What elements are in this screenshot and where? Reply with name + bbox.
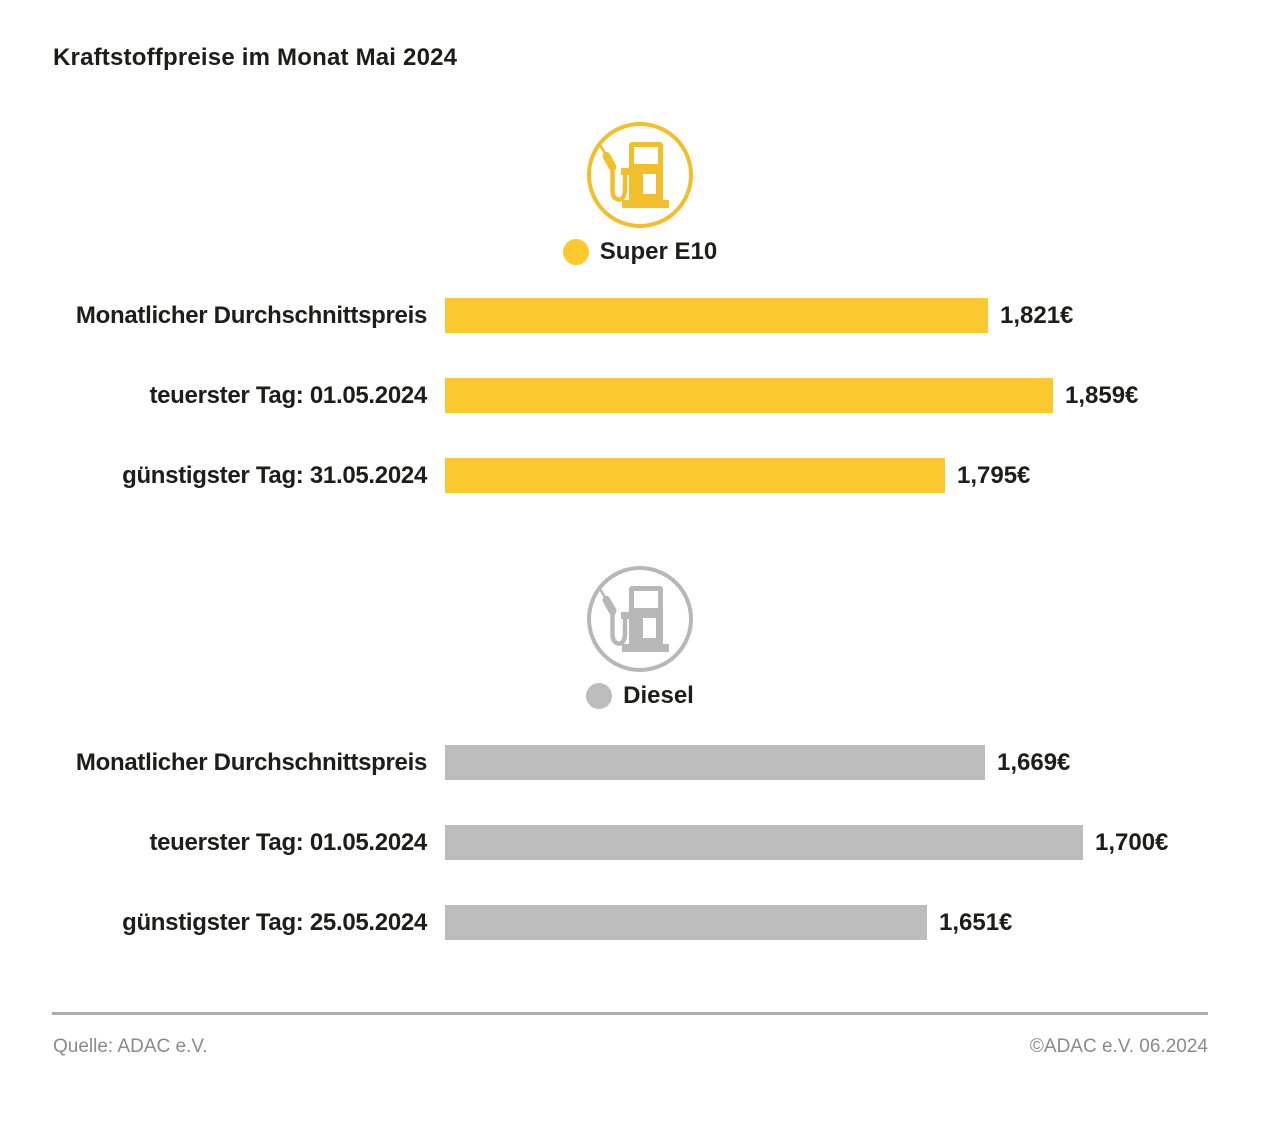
bar-row-super-min: günstigster Tag: 31.05.2024 1,795€ [0, 458, 1280, 493]
legend-dot-icon [586, 682, 613, 709]
bar-label: Monatlicher Durchschnittspreis [75, 301, 427, 329]
diesel-icon-wrap [0, 564, 1280, 674]
bar-row-diesel-average: Monatlicher Durchschnittspreis 1,669€ [0, 745, 1280, 780]
legend-dot-icon [562, 238, 589, 265]
fuel-pump-icon [587, 122, 693, 228]
bar-row-diesel-max: teuerster Tag: 01.05.2024 1,700€ [0, 825, 1280, 860]
bar-super-min [445, 458, 945, 493]
source-text: Quelle: ADAC e.V. [53, 1036, 208, 1057]
bar-label: teuerster Tag: 01.05.2024 [149, 828, 427, 856]
fuel-pump-icon [587, 566, 693, 672]
bar-label: Monatlicher Durchschnittspreis [75, 748, 427, 776]
bar-value: 1,821€ [1000, 301, 1074, 329]
bar-diesel-average [445, 745, 985, 780]
bar-value: 1,669€ [997, 748, 1071, 776]
bar-label: günstigster Tag: 25.05.2024 [122, 908, 427, 936]
bar-label: günstigster Tag: 31.05.2024 [122, 461, 427, 489]
bar-super-max [445, 378, 1053, 413]
legend-super-e10: Super E10 [0, 238, 1280, 265]
bar-value: 1,795€ [957, 461, 1031, 489]
bar-super-average [445, 298, 988, 333]
super-e10-icon-wrap [0, 120, 1280, 230]
bar-value: 1,859€ [1065, 381, 1139, 409]
bar-row-diesel-min: günstigster Tag: 25.05.2024 1,651€ [0, 905, 1280, 940]
page-title: Kraftstoffpreise im Monat Mai 2024 [53, 44, 458, 71]
bar-value: 1,651€ [939, 908, 1013, 936]
legend-diesel: Diesel [0, 682, 1280, 709]
bar-value: 1,700€ [1095, 828, 1169, 856]
bar-label: teuerster Tag: 01.05.2024 [149, 381, 427, 409]
legend-label: Diesel [623, 681, 694, 709]
bar-row-super-average: Monatlicher Durchschnittspreis 1,821€ [0, 298, 1280, 333]
footer-divider [52, 1012, 1208, 1015]
legend-label: Super E10 [599, 237, 718, 265]
bar-row-super-max: teuerster Tag: 01.05.2024 1,859€ [0, 378, 1280, 413]
copyright-text: ©ADAC e.V. 06.2024 [1029, 1036, 1208, 1057]
bar-diesel-max [445, 825, 1083, 860]
bar-diesel-min [445, 905, 927, 940]
